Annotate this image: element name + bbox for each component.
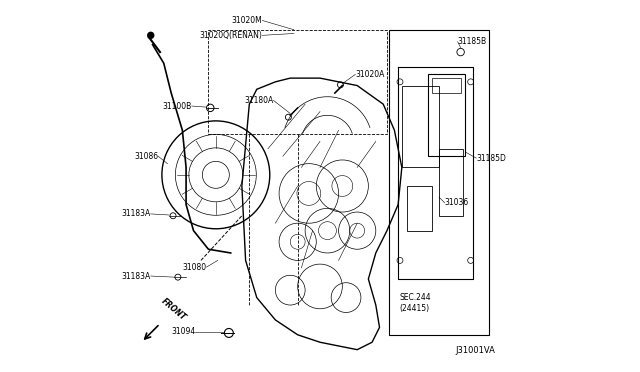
Text: 31183A: 31183A [122,209,151,218]
Text: 31086: 31086 [134,152,158,161]
Text: 31020Q(RENAN): 31020Q(RENAN) [200,31,262,40]
Text: 31080: 31080 [182,263,207,272]
Text: 31020A: 31020A [355,70,385,79]
Bar [439,149,463,216]
Text: 31185B: 31185B [458,37,487,46]
Bar [431,78,461,93]
Text: 31094: 31094 [171,327,195,336]
Bar [408,186,431,231]
Bar [389,30,489,335]
Text: 31020M: 31020M [232,16,262,25]
Text: FRONT: FRONT [160,296,188,322]
Text: 31185D: 31185D [476,154,506,163]
Text: 31180A: 31180A [244,96,273,105]
Text: 31036: 31036 [445,198,469,207]
Bar [402,86,439,167]
Text: 31183A: 31183A [122,272,151,280]
Bar [209,30,387,134]
Text: J31001VA: J31001VA [455,346,495,355]
Text: 31100B: 31100B [163,102,191,110]
Text: SEC.244
(24415): SEC.244 (24415) [399,294,431,313]
Circle shape [147,32,154,39]
Bar [428,74,465,156]
